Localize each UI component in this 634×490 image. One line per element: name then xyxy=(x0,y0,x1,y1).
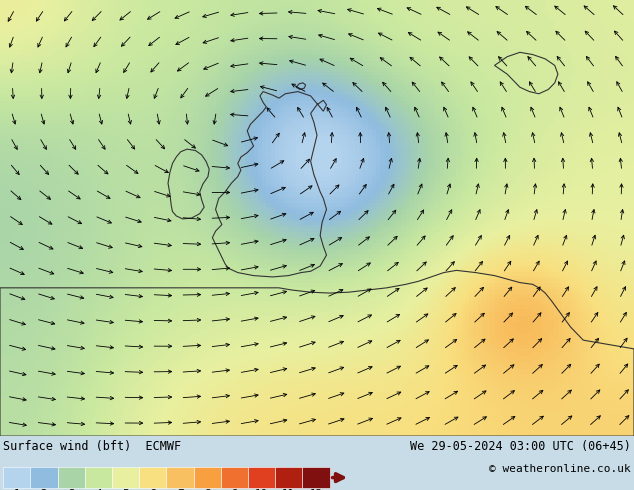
Bar xyxy=(166,467,193,488)
Text: We 29-05-2024 03:00 UTC (06+45): We 29-05-2024 03:00 UTC (06+45) xyxy=(410,441,631,453)
Bar xyxy=(193,467,221,488)
Text: Surface wind (bft)  ECMWF: Surface wind (bft) ECMWF xyxy=(3,441,181,453)
Bar xyxy=(221,467,248,488)
Text: 5: 5 xyxy=(122,489,129,490)
Bar xyxy=(85,467,112,488)
Text: 12: 12 xyxy=(309,489,323,490)
Bar xyxy=(112,467,139,488)
Text: © weatheronline.co.uk: © weatheronline.co.uk xyxy=(489,464,631,474)
Bar xyxy=(248,467,275,488)
Text: 3: 3 xyxy=(68,489,75,490)
Bar xyxy=(58,467,85,488)
Text: 8: 8 xyxy=(204,489,210,490)
Bar xyxy=(302,467,330,488)
Text: 9: 9 xyxy=(231,489,238,490)
Text: 7: 7 xyxy=(177,489,183,490)
Bar xyxy=(139,467,166,488)
Text: 6: 6 xyxy=(150,489,156,490)
Bar xyxy=(275,467,302,488)
Text: 11: 11 xyxy=(282,489,295,490)
Bar xyxy=(3,467,30,488)
Bar xyxy=(30,467,58,488)
Text: 4: 4 xyxy=(95,489,101,490)
Text: 2: 2 xyxy=(41,489,48,490)
Text: 10: 10 xyxy=(255,489,268,490)
Text: 1: 1 xyxy=(13,489,20,490)
